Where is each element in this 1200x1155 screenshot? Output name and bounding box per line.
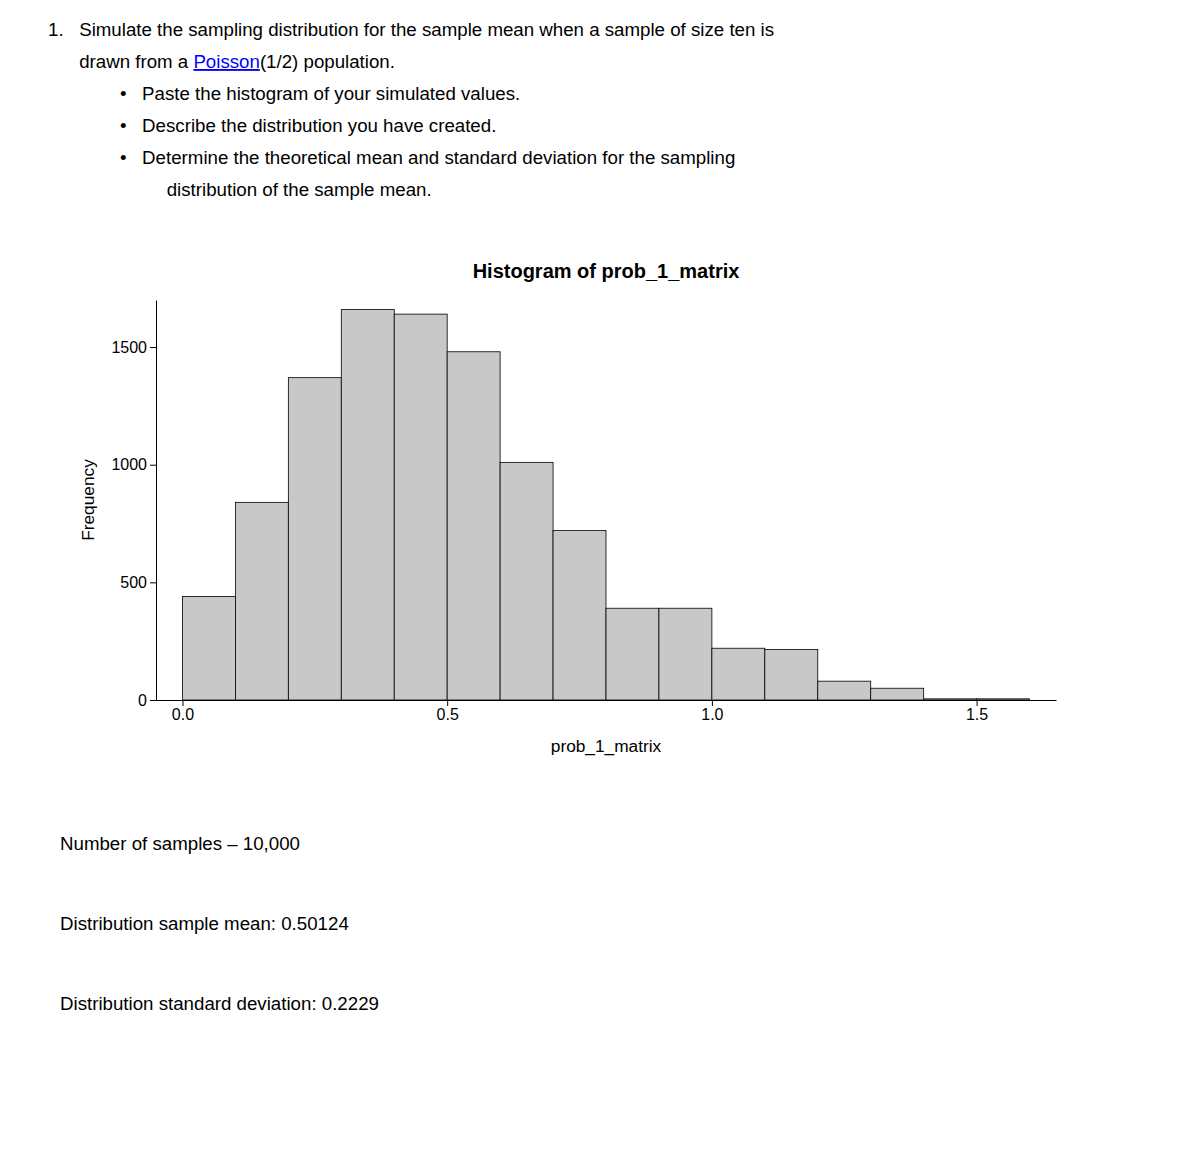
bar	[394, 314, 447, 700]
bar	[500, 462, 553, 700]
tick-mark	[150, 465, 156, 466]
tick: 1.0	[701, 700, 723, 723]
tick-label: 0	[138, 692, 147, 709]
tick-label: 0.0	[172, 706, 194, 723]
tick-mark	[447, 700, 448, 706]
bar	[871, 688, 924, 700]
chart-title: Histogram of prob_1_matrix	[473, 260, 740, 282]
axis-line	[156, 301, 157, 701]
annotation: 1. Simulate the sampling distribution fo…	[48, 19, 774, 40]
annotation: • Paste the histogram of your simulated …	[120, 83, 520, 104]
annotation: • Determine the theoretical mean and sta…	[120, 147, 735, 168]
tick-label: 1000	[111, 456, 147, 473]
x-axis: 0.0 0.5 1.0 1.5	[157, 700, 1057, 723]
chart: 1. Simulate the sampling distribution fo…	[0, 0, 1200, 1155]
bar	[553, 531, 606, 700]
bar	[182, 596, 235, 700]
axis-line	[157, 700, 1057, 701]
tick-mark	[150, 700, 156, 701]
tick: 1500	[111, 339, 156, 356]
bar	[924, 699, 977, 700]
annotation: distribution of the sample mean.	[120, 179, 432, 200]
bar	[341, 309, 394, 700]
tick-label: 500	[120, 574, 147, 591]
y-axis-title: Frequency	[78, 459, 98, 541]
plot-area: 0.0 0.5 1.0 1.5 0 500 1000 1500	[111, 301, 1056, 724]
bar	[447, 352, 500, 700]
tick: 0	[138, 692, 156, 709]
annotation: Distribution standard deviation: 0.2229	[60, 993, 379, 1014]
tick-mark	[150, 582, 156, 583]
annotation-part: (1/2) population.	[260, 51, 395, 72]
tick: 0.0	[172, 700, 194, 723]
tick-mark	[150, 347, 156, 348]
tick: 0.5	[437, 700, 459, 723]
tick-label: 1500	[111, 339, 147, 356]
tick-label: 1.5	[966, 706, 988, 723]
annotation-part: Poisson	[193, 51, 259, 72]
bar	[818, 681, 871, 700]
x-axis-title: prob_1_matrix	[551, 736, 662, 756]
annotation: Number of samples – 10,000	[60, 833, 300, 854]
annotation: drawn from a Poisson(1/2) population.	[48, 51, 395, 72]
y-axis: 0 500 1000 1500	[111, 301, 156, 709]
bar	[606, 608, 659, 700]
bar	[977, 699, 1030, 700]
tick-mark	[712, 700, 713, 706]
annotation-part: drawn from a	[48, 51, 193, 72]
annotation: Distribution sample mean: 0.50124	[60, 913, 349, 934]
tick-label: 0.5	[437, 706, 459, 723]
tick: 1.5	[966, 700, 988, 723]
tick-mark	[182, 700, 183, 706]
bar	[712, 648, 765, 700]
tick-label: 1.0	[701, 706, 723, 723]
annotation: • Describe the distribution you have cre…	[120, 115, 496, 136]
bars	[182, 309, 1029, 700]
bar	[659, 608, 712, 700]
tick-mark	[977, 700, 978, 706]
tick: 1000	[111, 456, 156, 473]
bar	[235, 502, 288, 700]
tick: 500	[120, 574, 156, 591]
bar	[765, 649, 818, 700]
bar	[288, 378, 341, 700]
